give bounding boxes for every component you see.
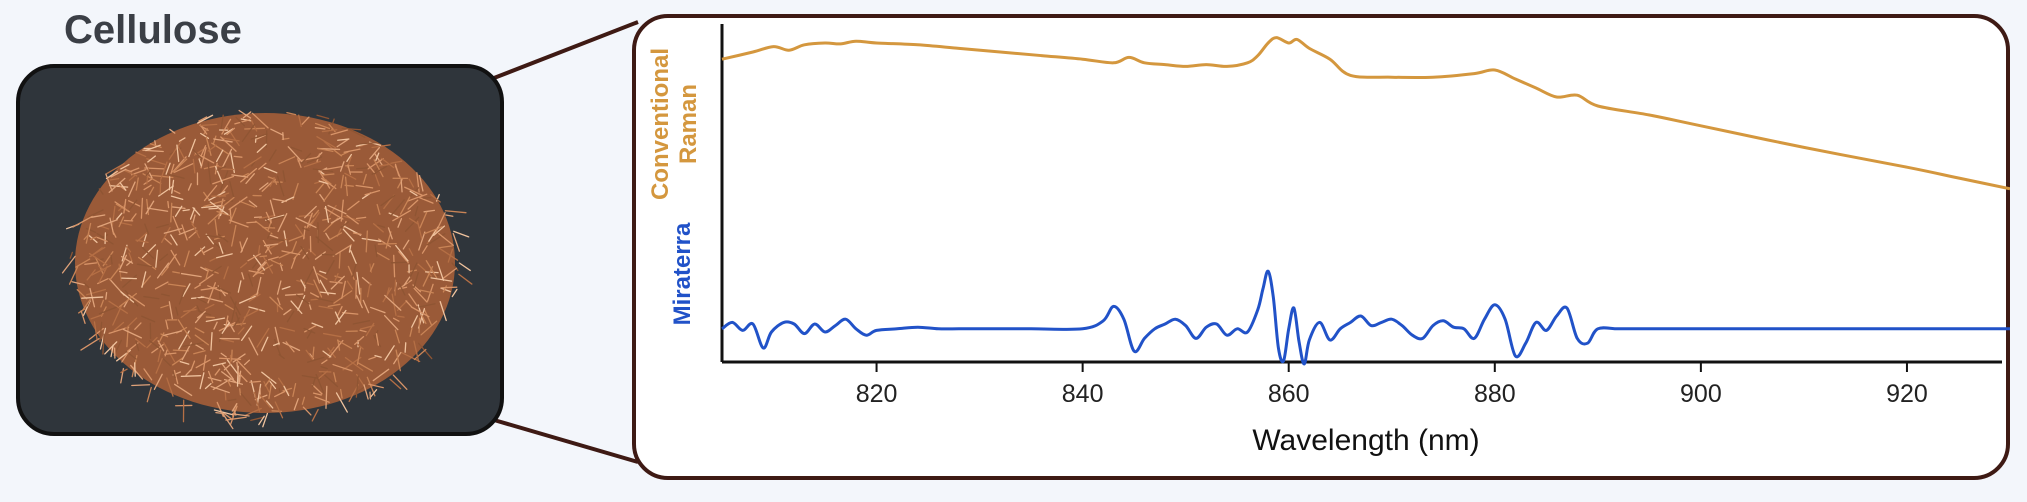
sample-title: Cellulose [64, 8, 242, 52]
connector-bottom [493, 418, 639, 464]
x-ticks: 820 840 860 880 900 920 [856, 362, 1928, 408]
series-layer [721, 36, 2010, 366]
series-label-miraterra: Miraterra [669, 222, 696, 325]
photo-frame [16, 64, 504, 436]
chart-panel [632, 14, 2010, 480]
x-tick-label: 820 [856, 380, 898, 408]
series-line-conventional [721, 36, 2010, 191]
x-axis-title: Wavelength (nm) [1252, 424, 1479, 457]
series-label-line: Raman [675, 84, 702, 164]
chart-axes [720, 24, 2002, 364]
spectrum-chart: 820 840 860 880 900 920 Conventional Raman Mira… [647, 24, 2010, 457]
x-tick-label: 860 [1268, 380, 1310, 408]
connector-top [493, 20, 639, 80]
series-label-line: Conventional [647, 48, 674, 200]
x-tick-label: 880 [1474, 380, 1516, 408]
series-labels: Conventional Raman Miraterra [647, 48, 702, 325]
x-tick-label: 840 [1062, 380, 1104, 408]
x-tick-label: 920 [1886, 380, 1928, 408]
series-label-line: Miraterra [669, 222, 696, 325]
x-tick-label: 900 [1680, 380, 1722, 408]
cellulose-fiber-photo [61, 109, 473, 430]
series-line-miraterra [721, 269, 2010, 366]
series-label-conventional: Conventional Raman [647, 48, 702, 200]
